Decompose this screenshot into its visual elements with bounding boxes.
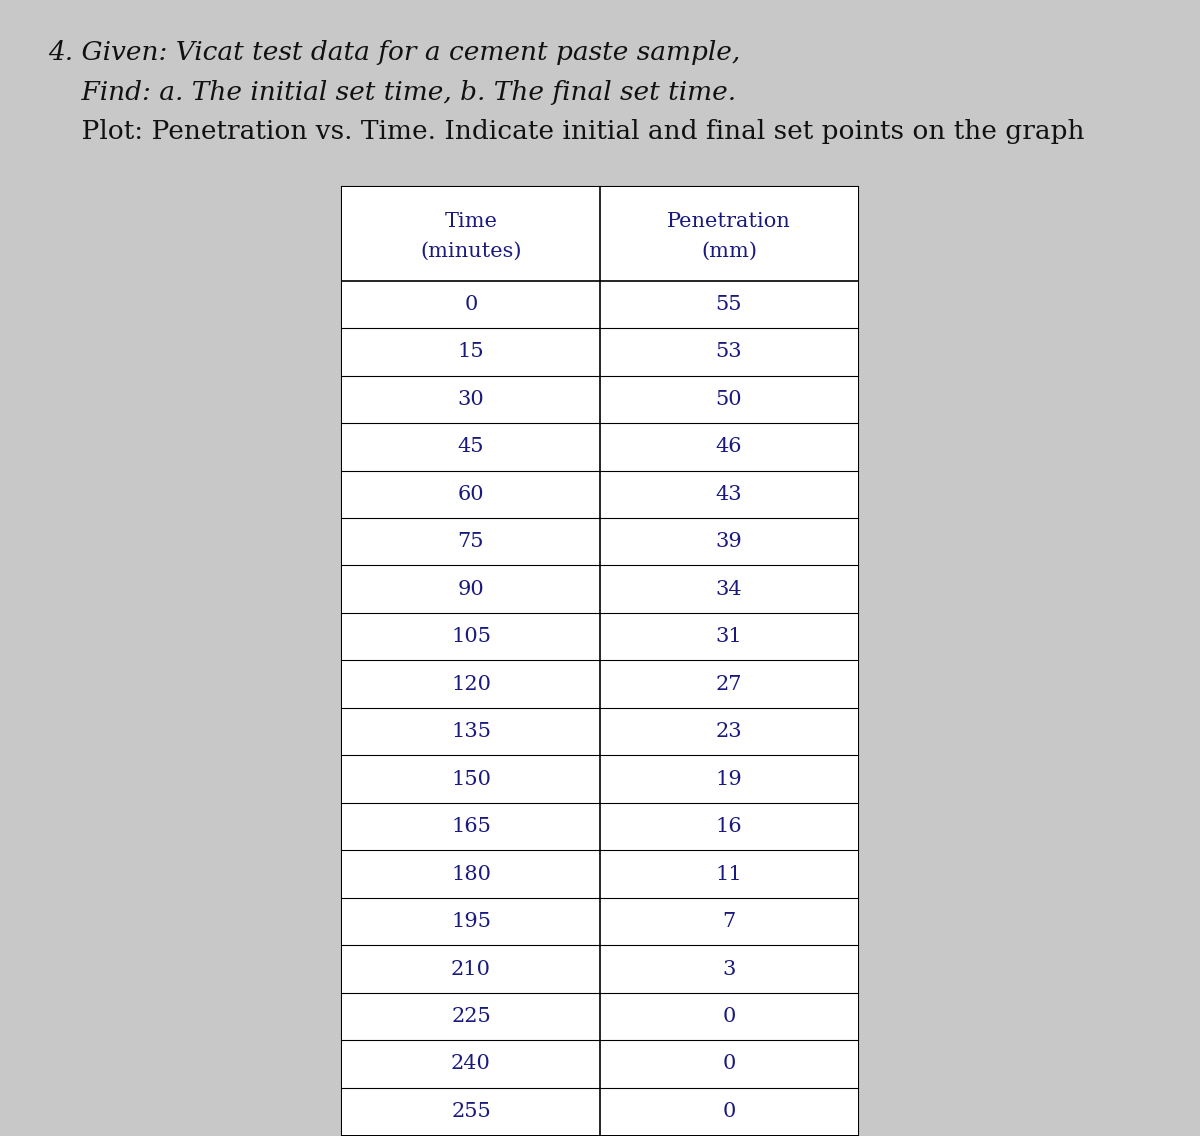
Bar	[342, 613, 858, 660]
Text: 120: 120	[451, 675, 491, 694]
Text: 19: 19	[715, 769, 743, 788]
Bar	[342, 1041, 858, 1088]
Text: 255: 255	[451, 1102, 491, 1121]
Text: 75: 75	[457, 533, 485, 551]
Bar	[342, 376, 858, 423]
Bar	[342, 708, 858, 755]
Bar	[342, 328, 858, 376]
Text: 3: 3	[722, 960, 736, 978]
Text: 165: 165	[451, 817, 491, 836]
Text: 195: 195	[451, 912, 491, 932]
Bar	[342, 660, 858, 708]
Text: Find: a. The initial set time, b. The final set time.: Find: a. The initial set time, b. The fi…	[48, 80, 736, 105]
Text: 180: 180	[451, 864, 491, 884]
Text: 46: 46	[715, 437, 743, 457]
Text: 105: 105	[451, 627, 491, 646]
Text: 34: 34	[715, 579, 743, 599]
Text: 150: 150	[451, 769, 491, 788]
Bar	[342, 281, 858, 328]
Bar	[342, 518, 858, 566]
Text: 4. Given: Vicat test data for a cement paste sample,: 4. Given: Vicat test data for a cement p…	[48, 40, 740, 65]
Text: 60: 60	[457, 485, 485, 503]
Bar	[342, 897, 858, 945]
Bar	[342, 566, 858, 613]
Text: 240: 240	[451, 1054, 491, 1074]
Text: 11: 11	[715, 864, 743, 884]
Bar	[342, 945, 858, 993]
Text: 39: 39	[715, 533, 743, 551]
Text: 31: 31	[715, 627, 743, 646]
Text: 16: 16	[715, 817, 743, 836]
Text: 43: 43	[715, 485, 743, 503]
Bar	[342, 187, 858, 1135]
Text: 225: 225	[451, 1006, 491, 1026]
Text: 27: 27	[715, 675, 743, 694]
Text: Penetration: Penetration	[667, 211, 791, 231]
Bar	[342, 755, 858, 803]
Bar	[342, 993, 858, 1041]
Text: (mm): (mm)	[701, 242, 757, 260]
Text: 53: 53	[715, 342, 743, 361]
Bar	[342, 1088, 858, 1135]
Text: Time: Time	[444, 211, 498, 231]
Bar	[342, 803, 858, 851]
Text: 45: 45	[457, 437, 485, 457]
Bar	[342, 423, 858, 470]
Text: 55: 55	[715, 295, 743, 314]
Text: 210: 210	[451, 960, 491, 978]
Text: Plot: Penetration vs. Time. Indicate initial and final set points on the graph: Plot: Penetration vs. Time. Indicate ini…	[48, 119, 1085, 144]
Bar	[342, 470, 858, 518]
Text: 15: 15	[457, 342, 485, 361]
Text: 135: 135	[451, 722, 491, 741]
Bar	[342, 851, 858, 897]
Text: 0: 0	[722, 1054, 736, 1074]
Text: 90: 90	[457, 579, 485, 599]
Text: 50: 50	[715, 390, 743, 409]
Text: 0: 0	[464, 295, 478, 314]
Text: 0: 0	[722, 1006, 736, 1026]
Text: (minutes): (minutes)	[420, 242, 522, 260]
Bar	[342, 187, 858, 281]
Text: 30: 30	[457, 390, 485, 409]
Text: 23: 23	[715, 722, 743, 741]
Text: 7: 7	[722, 912, 736, 932]
Text: 0: 0	[722, 1102, 736, 1121]
